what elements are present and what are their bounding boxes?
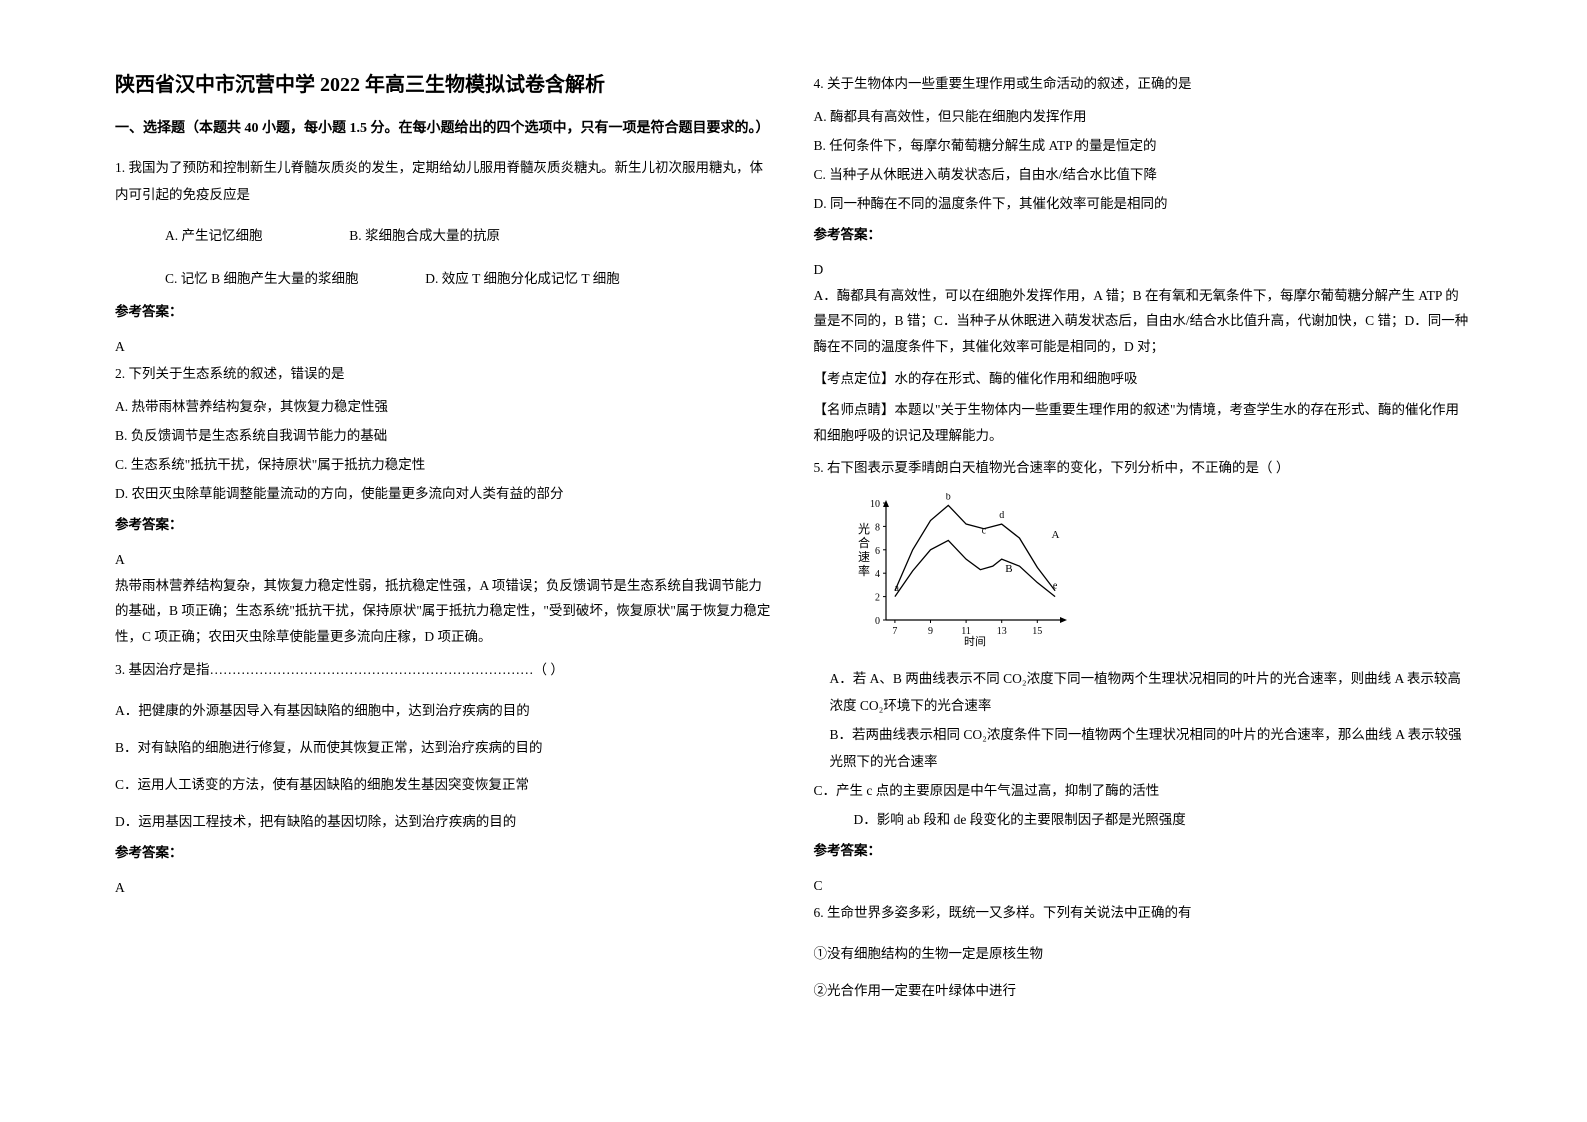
q4-opt-b: B. 任何条件下，每摩尔葡萄糖分解生成 ATP 的量是恒定的 [814, 132, 1473, 159]
q3-answer: A [115, 875, 774, 901]
svg-text:速: 速 [858, 550, 870, 564]
q4-answer: D [814, 257, 1473, 283]
q6-opt-2: ②光合作用一定要在叶绿体中进行 [814, 977, 1473, 1004]
svg-text:10: 10 [870, 499, 880, 510]
q2-answer-label: 参考答案： [115, 513, 774, 533]
q1-options-row1: A. 产生记忆细胞 B. 浆细胞合成大量的抗原 [115, 222, 774, 249]
question-1-text: 1. 我国为了预防和控制新生儿脊髓灰质炎的发生，定期给幼儿服用脊髓灰质炎糖丸。新… [115, 154, 774, 208]
q4-opt-c: C. 当种子从休眠进入萌发状态后，自由水/结合水比值下降 [814, 161, 1473, 188]
svg-text:b: b [945, 493, 950, 502]
q1-options-row2: C. 记忆 B 细胞产生大量的浆细胞 D. 效应 T 细胞分化成记忆 T 细胞 [115, 265, 774, 292]
svg-text:率: 率 [858, 563, 870, 578]
q4-opt-a: A. 酶都具有高效性，但只能在细胞内发挥作用 [814, 103, 1473, 130]
right-column: 4. 关于生物体内一些重要生理作用或生命活动的叙述，正确的是 A. 酶都具有高效… [794, 70, 1493, 1052]
svg-text:d: d [999, 511, 1004, 522]
svg-text:13: 13 [996, 626, 1006, 637]
q5-answer: C [814, 873, 1473, 899]
q3-answer-label: 参考答案： [115, 841, 774, 861]
left-column: 陕西省汉中市沉营中学 2022 年高三生物模拟试卷含解析 一、选择题（本题共 4… [95, 70, 794, 1052]
q3-opt-d: D．运用基因工程技术，把有缺陷的基因切除，达到治疗疾病的目的 [115, 808, 774, 835]
svg-text:c: c [981, 526, 986, 537]
q3-opt-c: C．运用人工诱变的方法，使有基因缺陷的细胞发生基因突变恢复正常 [115, 771, 774, 798]
svg-text:8: 8 [875, 523, 880, 534]
q5-chart: 024681079111315光合速率时间ABabcde [844, 493, 1473, 653]
svg-text:9: 9 [928, 626, 933, 637]
q1-answer-label: 参考答案： [115, 300, 774, 320]
q6-opt-1: ①没有细胞结构的生物一定是原核生物 [814, 940, 1473, 967]
q2-opt-d: D. 农田灭虫除草能调整能量流动的方向，使能量更多流向对人类有益的部分 [115, 480, 774, 507]
svg-text:a: a [894, 583, 899, 594]
q1-opt-d: D. 效应 T 细胞分化成记忆 T 细胞 [425, 271, 620, 286]
q2-opt-c: C. 生态系统"抵抗干扰，保持原状"属于抵抗力稳定性 [115, 451, 774, 478]
svg-text:15: 15 [1032, 626, 1042, 637]
svg-text:0: 0 [875, 616, 880, 627]
svg-text:4: 4 [875, 570, 880, 581]
q5-opt-c: C．产生 c 点的主要原因是中午气温过高，抑制了酶的活性 [814, 777, 1473, 804]
svg-text:合: 合 [858, 535, 870, 550]
q5-opt-a: A．若 A、B 两曲线表示不同 CO₂浓度下同一植物两个生理状况相同的叶片的光合… [814, 665, 1473, 719]
q4-explanation1: A．酶都具有高效性，可以在细胞外发挥作用，A 错；B 在有氧和无氧条件下，每摩尔… [814, 283, 1473, 360]
question-5-text: 5. 右下图表示夏季晴朗白天植物光合速率的变化，下列分析中，不正确的是（ ） [814, 454, 1473, 481]
q4-answer-label: 参考答案： [814, 223, 1473, 243]
q4-explanation2: 【考点定位】水的存在形式、酶的催化作用和细胞呼吸 [814, 366, 1473, 392]
q5-opt-b: B．若两曲线表示相同 CO₂浓度条件下同一植物两个生理状况相同的叶片的光合速率，… [814, 721, 1473, 775]
section-header: 一、选择题（本题共 40 小题，每小题 1.5 分。在每小题给出的四个选项中，只… [115, 118, 774, 140]
question-6-text: 6. 生命世界多姿多彩，既统一又多样。下列有关说法中正确的有 [814, 899, 1473, 926]
svg-text:光: 光 [858, 522, 870, 536]
svg-text:A: A [1051, 530, 1059, 542]
q1-opt-b: B. 浆细胞合成大量的抗原 [349, 228, 500, 243]
q3-opt-b: B．对有缺陷的细胞进行修复，从而使其恢复正常，达到治疗疾病的目的 [115, 734, 774, 761]
q2-opt-a: A. 热带雨林营养结构复杂，其恢复力稳定性强 [115, 393, 774, 420]
q2-explanation: 热带雨林营养结构复杂，其恢复力稳定性弱，抵抗稳定性强，A 项错误；负反馈调节是生… [115, 573, 774, 650]
svg-text:7: 7 [892, 626, 897, 637]
q4-opt-d: D. 同一种酶在不同的温度条件下，其催化效率可能是相同的 [814, 190, 1473, 217]
question-3-text: 3. 基因治疗是指………………………………………………………………（ ） [115, 656, 774, 683]
q1-answer: A [115, 334, 774, 360]
photosynthesis-chart-svg: 024681079111315光合速率时间ABabcde [844, 493, 1074, 648]
q1-opt-a: A. 产生记忆细胞 [165, 228, 263, 243]
page-title: 陕西省汉中市沉营中学 2022 年高三生物模拟试卷含解析 [115, 70, 774, 100]
q3-opt-a: A．把健康的外源基因导入有基因缺陷的细胞中，达到治疗疾病的目的 [115, 697, 774, 724]
q4-explanation3: 【名师点睛】本题以"关于生物体内一些重要生理作用的叙述"为情境，考查学生水的存在… [814, 397, 1473, 448]
q5-answer-label: 参考答案： [814, 839, 1473, 859]
question-4-text: 4. 关于生物体内一些重要生理作用或生命活动的叙述，正确的是 [814, 70, 1473, 97]
q2-answer: A [115, 547, 774, 573]
q2-opt-b: B. 负反馈调节是生态系统自我调节能力的基础 [115, 422, 774, 449]
svg-text:e: e [1052, 581, 1057, 592]
svg-text:6: 6 [875, 546, 880, 557]
svg-text:2: 2 [875, 593, 880, 604]
question-2-text: 2. 下列关于生态系统的叙述，错误的是 [115, 360, 774, 387]
q5-opt-d: D．影响 ab 段和 de 段变化的主要限制因子都是光照强度 [814, 806, 1473, 833]
svg-text:时间: 时间 [964, 635, 986, 648]
q1-opt-c: C. 记忆 B 细胞产生大量的浆细胞 [165, 271, 359, 286]
svg-text:B: B [1005, 564, 1012, 576]
